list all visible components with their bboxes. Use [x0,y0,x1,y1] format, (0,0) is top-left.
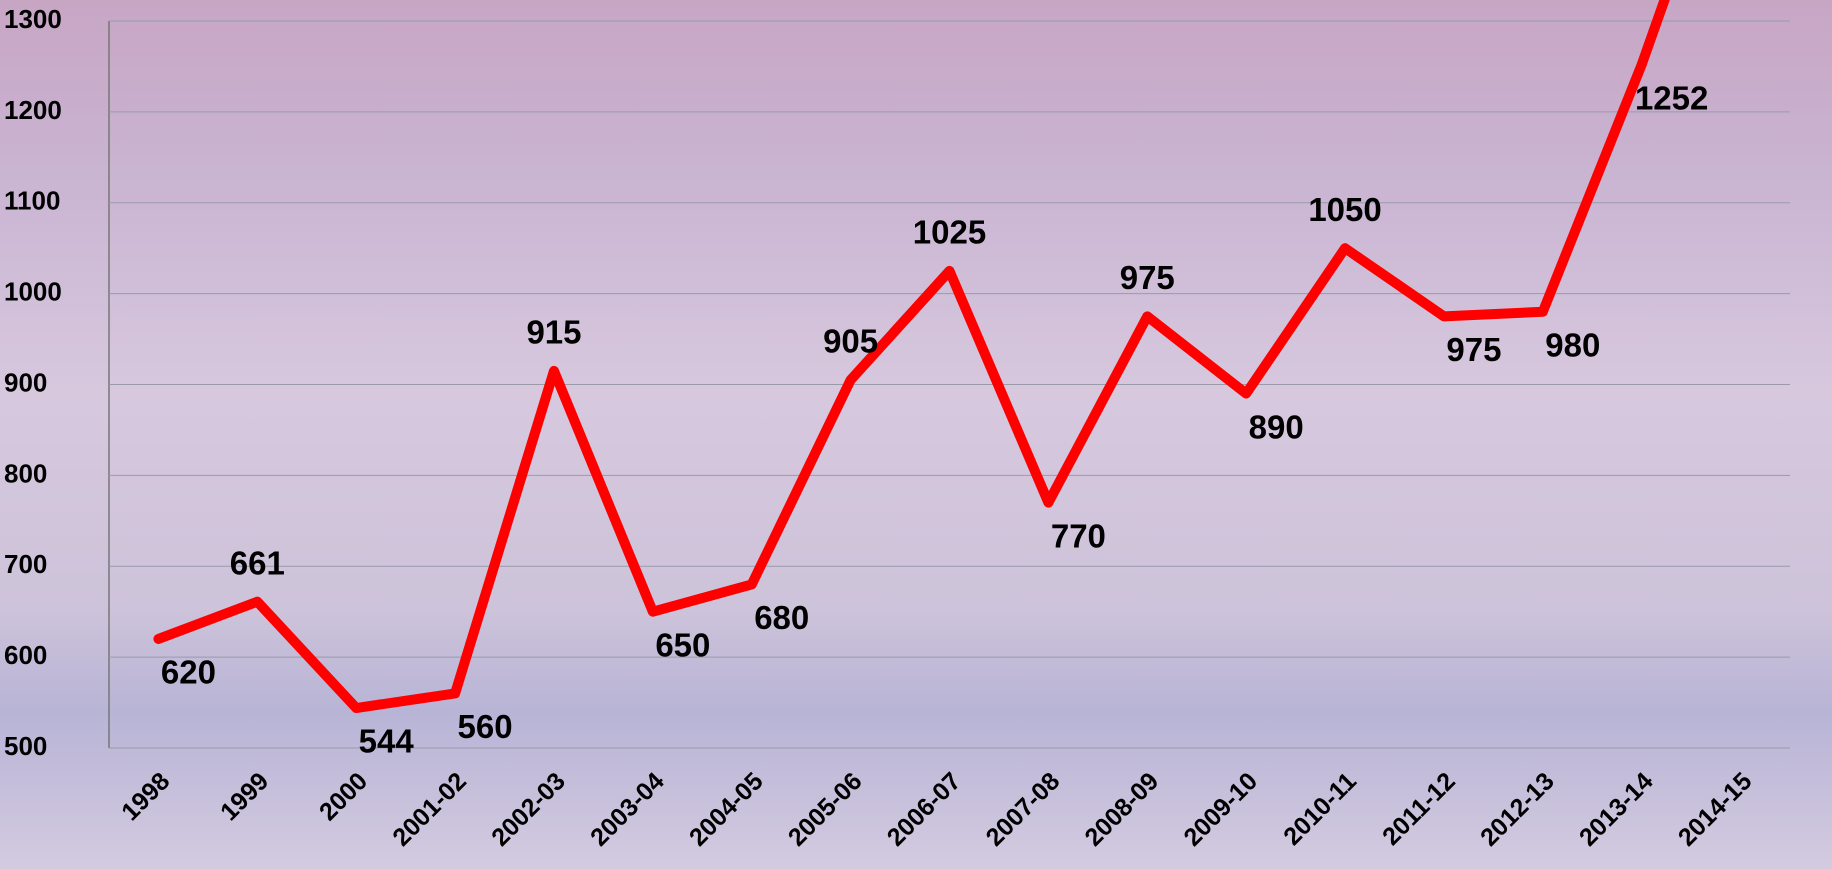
data-line [153,0,1670,714]
data-label: 620 [161,654,216,691]
data-label: 1025 [913,214,986,251]
y-tick-label: 1000 [4,277,62,307]
data-label: 905 [823,323,878,360]
data-label: 1050 [1308,191,1381,228]
data-label: 650 [655,626,710,663]
data-label: 680 [754,599,809,636]
data-label: 661 [230,544,285,581]
data-label: 560 [458,708,513,745]
data-label: 544 [359,723,415,760]
y-tick-label: 600 [4,640,47,670]
y-tick-label: 1300 [4,4,62,34]
y-tick-label: 900 [4,367,47,397]
data-label: 980 [1545,327,1600,364]
data-label: 975 [1120,259,1175,296]
data-label: 1252 [1635,79,1708,116]
data-label: 890 [1249,408,1304,445]
y-tick-label: 500 [4,731,47,761]
y-tick-label: 800 [4,458,47,488]
data-label: 975 [1446,331,1501,368]
data-label: 915 [526,314,581,351]
y-tick-label: 700 [4,549,47,579]
y-tick-label: 1200 [4,95,62,125]
y-tick-label: 1100 [4,186,60,216]
data-label: 770 [1051,517,1106,554]
